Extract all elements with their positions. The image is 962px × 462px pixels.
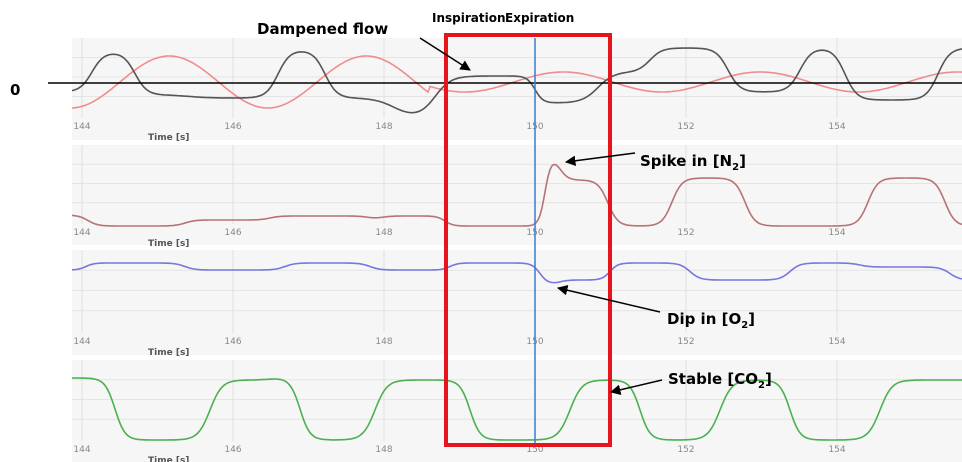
x-tick-label: 148 bbox=[375, 228, 392, 238]
x-tick-label: 146 bbox=[224, 445, 241, 455]
panel-bg bbox=[72, 38, 962, 140]
o2-curve bbox=[71, 262, 962, 284]
x-tick-label: 144 bbox=[73, 228, 90, 238]
x-tick-label: 154 bbox=[828, 228, 845, 238]
x-tick-label: 146 bbox=[224, 337, 241, 347]
arrow bbox=[419, 37, 471, 71]
dip-label: Dip in [O2] bbox=[667, 310, 755, 331]
x-tick-label: 146 bbox=[224, 122, 241, 132]
x-tick-label: 144 bbox=[73, 337, 90, 347]
stable-label: Stable [CO2] bbox=[668, 370, 772, 391]
x-tick-label: 144 bbox=[73, 445, 90, 455]
highlight-box bbox=[444, 33, 612, 447]
x-tick-label: 148 bbox=[375, 337, 392, 347]
x-tick-label: 148 bbox=[375, 445, 392, 455]
x-tick-label: 148 bbox=[375, 122, 392, 132]
x-tick-label: 144 bbox=[73, 122, 90, 132]
flow-curve bbox=[71, 47, 962, 114]
spike-label: Spike in [N2] bbox=[640, 152, 746, 173]
x-axis-label: Time [s] bbox=[148, 456, 189, 462]
panel-bg bbox=[72, 250, 962, 355]
arrow bbox=[564, 152, 636, 166]
panel-bg bbox=[72, 145, 962, 245]
x-tick-label: 154 bbox=[828, 337, 845, 347]
dampened-label: Dampened flow bbox=[257, 20, 388, 38]
x-tick-label: 152 bbox=[677, 228, 694, 238]
arrow bbox=[556, 285, 661, 313]
inspiration-label: Inspiration bbox=[432, 11, 506, 25]
x-tick-label: 154 bbox=[828, 445, 845, 455]
n2-curve bbox=[71, 163, 962, 227]
x-tick-label: 152 bbox=[677, 122, 694, 132]
x-axis-label: Time [s] bbox=[148, 133, 189, 143]
x-tick-label: 152 bbox=[677, 337, 694, 347]
expiration-label: Expiration bbox=[505, 11, 574, 25]
zero-label: 0 bbox=[10, 81, 20, 99]
x-tick-label: 146 bbox=[224, 228, 241, 238]
x-tick-label: 154 bbox=[828, 122, 845, 132]
arrow bbox=[609, 379, 663, 395]
co2-curve bbox=[72, 377, 962, 441]
x-axis-label: Time [s] bbox=[148, 239, 189, 249]
x-tick-label: 150 bbox=[526, 445, 543, 455]
x-axis-label: Time [s] bbox=[148, 348, 189, 358]
x-tick-label: 152 bbox=[677, 445, 694, 455]
